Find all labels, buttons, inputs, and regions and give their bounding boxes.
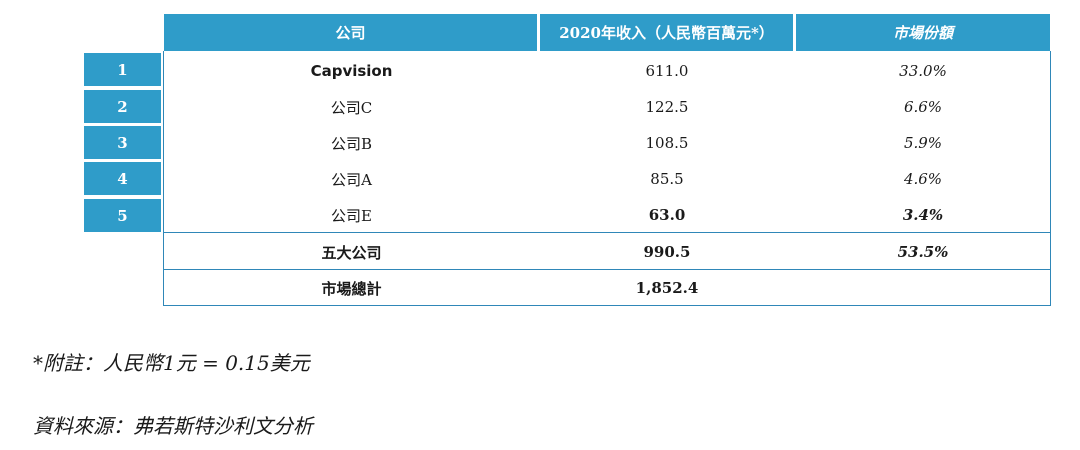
rank-cell-1: 1 [84, 53, 161, 86]
table-row: Capvision 611.0 33.0% [164, 53, 1050, 89]
revenue-cell: 1,852.4 [635, 279, 699, 297]
share-cell: 33.0% [899, 62, 947, 80]
header-company: 公司 [164, 14, 537, 51]
revenue-cell: 63.0 [648, 206, 686, 224]
company-cell: 公司A [331, 170, 372, 189]
share-cell: 4.6% [903, 170, 943, 188]
header-market-share: 市場份額 [796, 14, 1050, 51]
rank-cell-4: 4 [84, 162, 161, 195]
company-cell: 五大公司 [321, 243, 382, 262]
table-row-top5: 五大公司 990.5 53.5% [164, 234, 1050, 270]
company-cell: 公司E [331, 206, 372, 225]
rank-cell-5: 5 [84, 199, 161, 232]
share-cell: 5.9% [903, 134, 943, 152]
row-divider [164, 232, 1050, 233]
revenue-cell: 108.5 [645, 134, 689, 152]
footnote: *附註：人民幣1元 = 0.15美元 [33, 351, 310, 375]
market-share-table: Capvision 611.0 33.0% 公司C 122.5 6.6% 公司B… [163, 51, 1051, 306]
source-note: 資料來源：弗若斯特沙利文分析 [33, 414, 313, 438]
row-divider [164, 269, 1050, 270]
share-cell: 3.4% [902, 206, 944, 224]
revenue-cell: 990.5 [643, 243, 691, 261]
header-revenue: 2020年收入（人民幣百萬元*） [540, 14, 793, 51]
revenue-cell: 611.0 [645, 62, 689, 80]
table-row-total: 市場總計 1,852.4 [164, 270, 1050, 306]
company-cell: Capvision [310, 62, 393, 80]
company-cell: 市場總計 [321, 279, 382, 298]
rank-cell-3: 3 [84, 126, 161, 159]
revenue-cell: 85.5 [650, 170, 684, 188]
share-cell: 6.6% [903, 98, 943, 116]
share-cell [796, 270, 1050, 306]
revenue-cell: 122.5 [645, 98, 689, 116]
table-row: 公司B 108.5 5.9% [164, 125, 1050, 161]
share-cell: 53.5% [897, 243, 949, 261]
table-row: 公司A 85.5 4.6% [164, 161, 1050, 197]
table-row: 公司E 63.0 3.4% [164, 197, 1050, 233]
table-row: 公司C 122.5 6.6% [164, 89, 1050, 125]
company-cell: 公司C [330, 98, 373, 117]
company-cell: 公司B [330, 134, 373, 153]
rank-cell-2: 2 [84, 90, 161, 123]
